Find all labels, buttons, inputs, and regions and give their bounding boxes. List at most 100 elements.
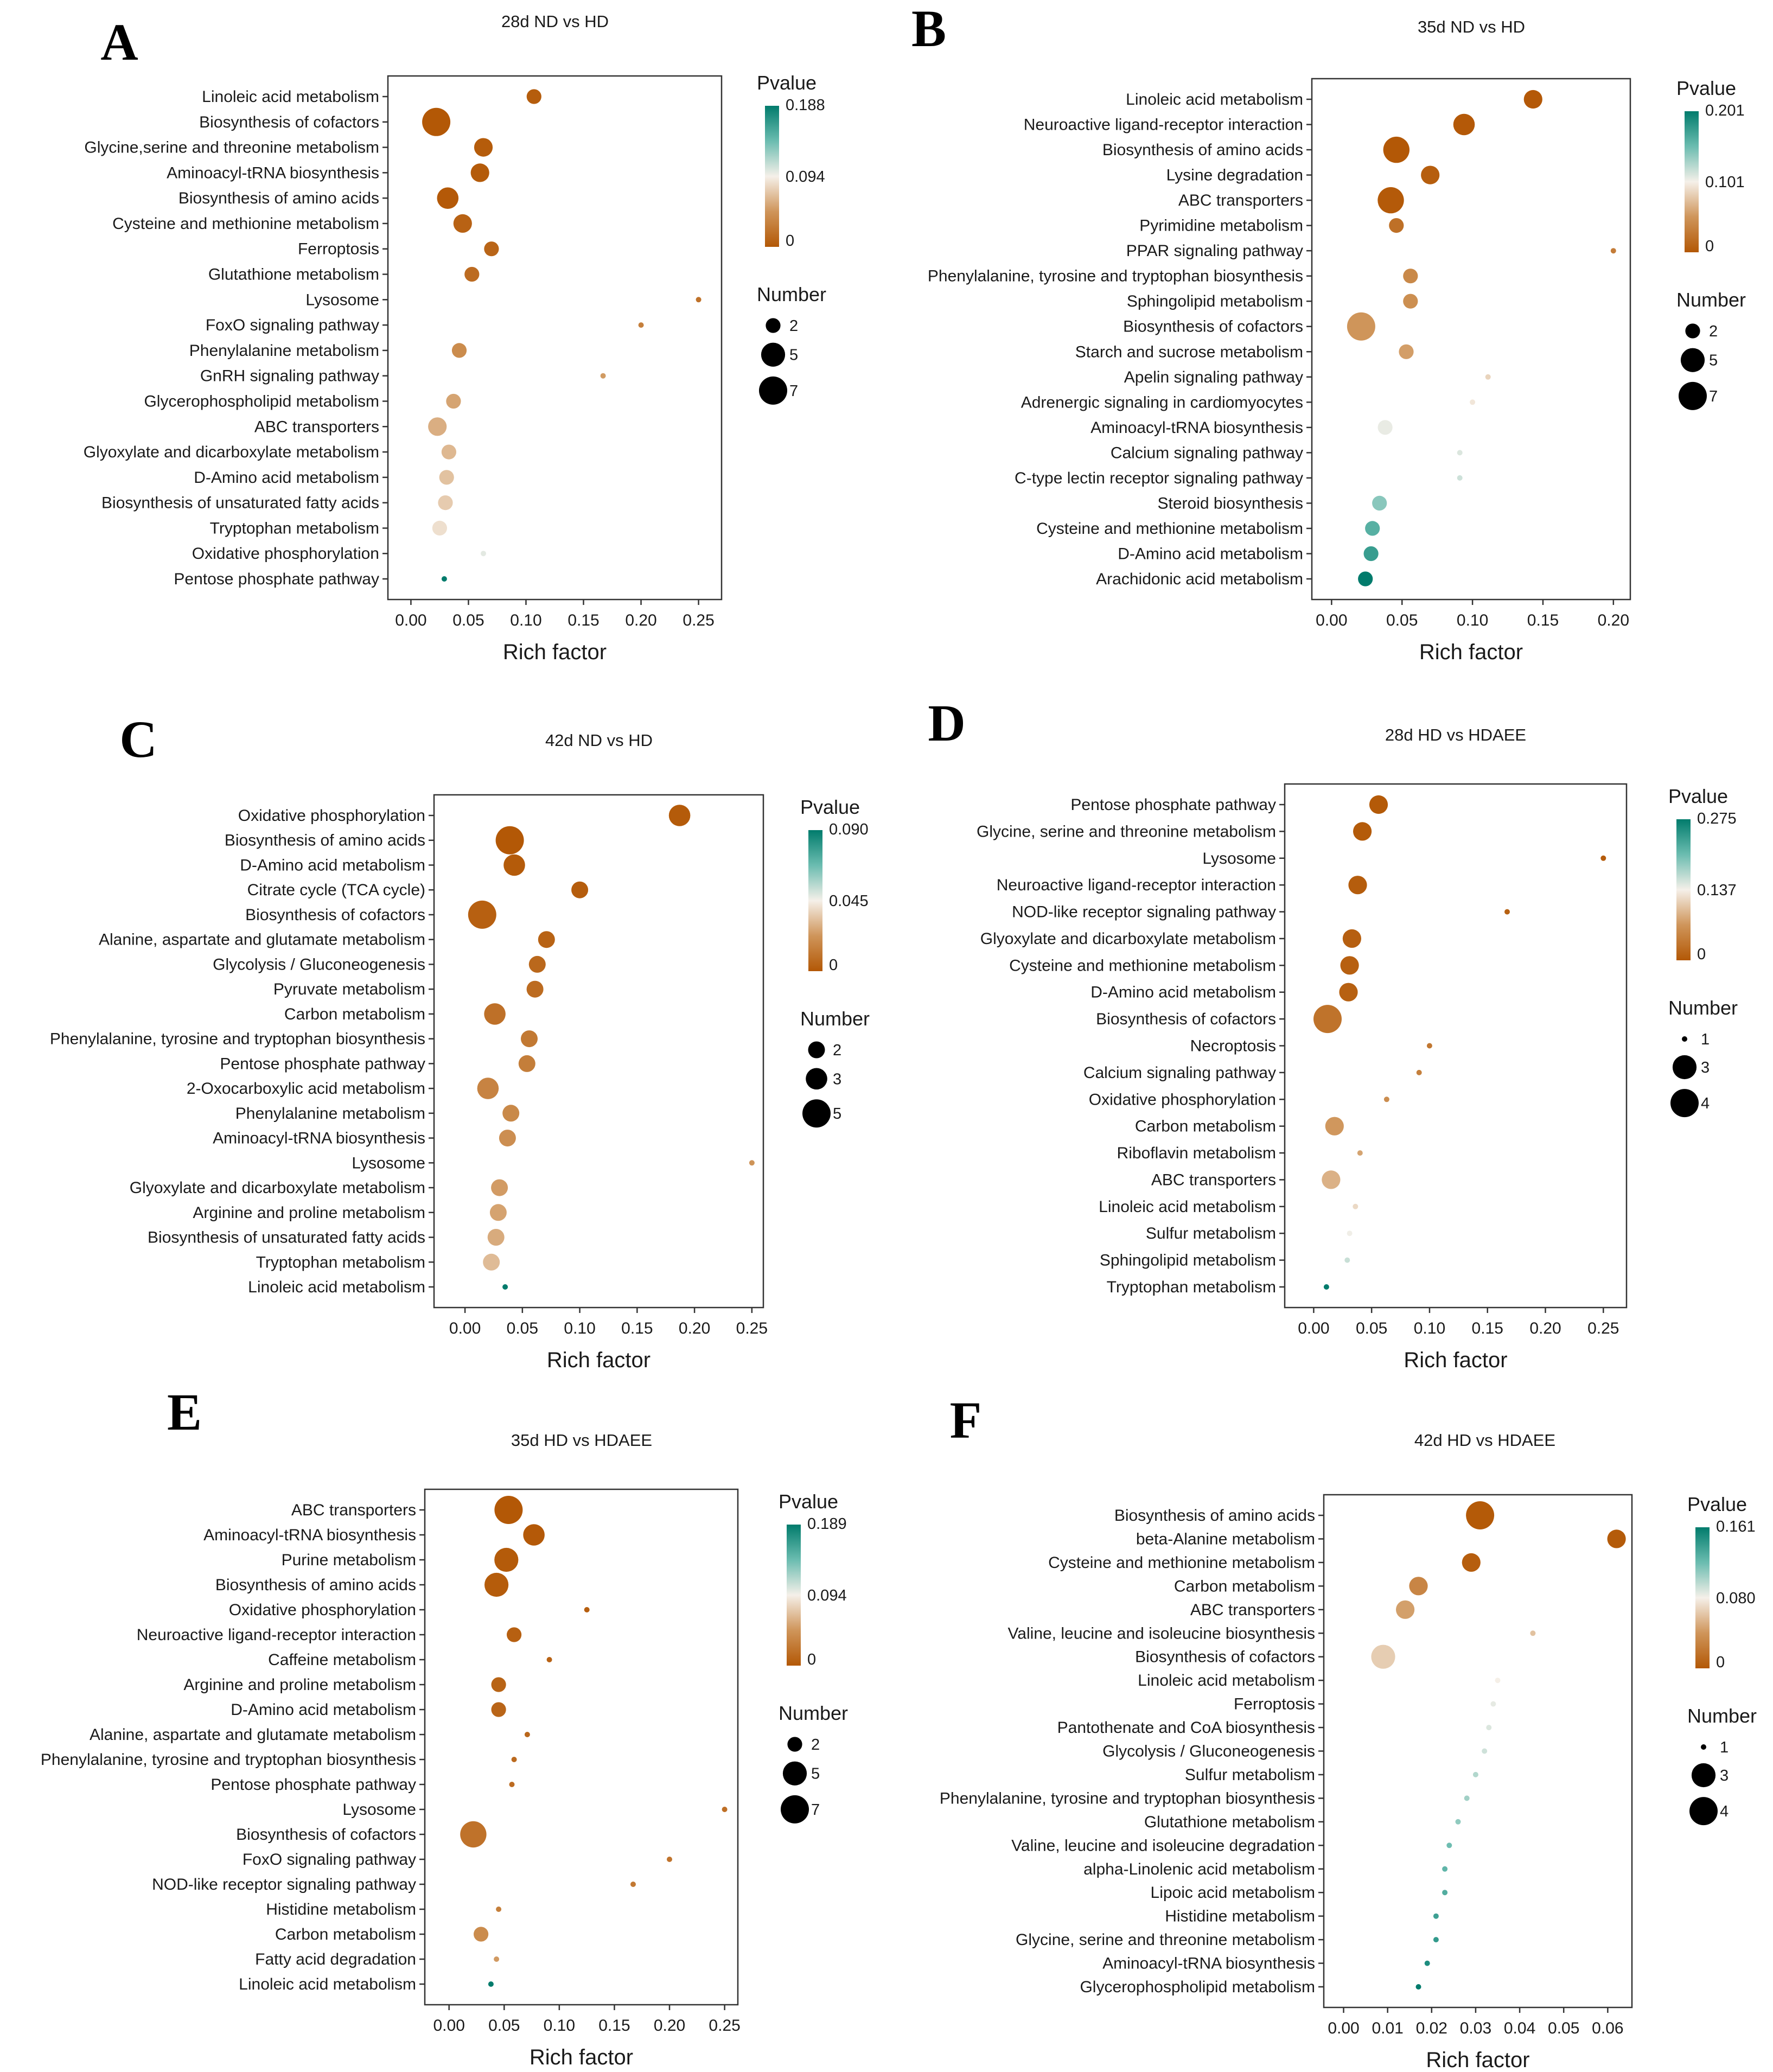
bubble-point [1600,855,1606,861]
bubble-point [1485,374,1491,380]
bubble-point [1457,475,1463,481]
bubble-point [507,1627,522,1642]
x-tick-label: 0.20 [1529,1319,1561,1337]
y-tick-label: Phenylalanine, tyrosine and tryptophan b… [940,1789,1315,1807]
y-tick-label: ABC transporters [291,1501,416,1519]
x-tick-label: 0.25 [683,611,714,629]
x-tick-label: 0.00 [1328,2019,1359,2037]
number-legend-dot [1691,1763,1716,1788]
panel-c-title: 42d ND vs HD [545,731,653,750]
pvalue-colorbar [787,1525,801,1666]
y-tick-label: Purine metabolism [282,1551,416,1569]
y-tick-label: Linoleic acid metabolism [1126,91,1303,109]
bubble-point [441,576,447,582]
bubble-point [1486,1725,1492,1731]
y-tick-label: Pentose phosphate pathway [1070,796,1276,814]
pvalue-legend-label: 0.080 [1716,1590,1756,1607]
y-tick-label: Neuroactive ligand-receptor interaction [997,876,1276,894]
bubble-point [489,1204,507,1221]
panel-e-pvalue-legend: Pvalue 0.189 0.094 0 [779,1490,847,1668]
y-tick-label: Pyrimidine metabolism [1139,217,1303,235]
panel-b: B 35d ND vs HD Linoleic acid metabolism Neu… [911,0,1746,664]
y-tick-label: Glycerophospholipid metabolism [1080,1978,1315,1996]
panel-e: E 35d HD vs HDAEE ABC transporters Aminoacy… [41,1383,848,2069]
bubble-point [491,1179,508,1196]
panel-f: F 42d HD vs HDAEE Biosynthesis of amino ac… [940,1391,1757,2072]
bubble-point [509,1782,515,1787]
y-tick-label: Biosynthesis of unsaturated fatty acids [101,494,379,512]
bubble-point [1363,546,1379,562]
bubble-point [668,805,691,826]
pvalue-legend-label: 0 [1697,946,1706,963]
bubble-point [503,854,525,876]
pvalue-colorbar [1676,819,1691,960]
panel-d: D 28d HD vs HDAEE Pentose phosphate pathwa… [928,694,1738,1372]
bubble-point [1347,312,1375,341]
y-tick-label: ABC transporters [1178,192,1303,209]
y-tick-label: Aminoacyl-tRNA biosynthesis [167,164,379,182]
y-tick-label: Aminoacyl-tRNA biosynthesis [203,1526,416,1544]
number-legend-label: 5 [833,1105,841,1123]
number-legend-dot [1670,1089,1699,1118]
y-tick-label: Valine, leucine and isoleucine biosynthe… [1008,1624,1315,1642]
y-tick-label: Lysine degradation [1166,167,1303,184]
bubble-point [667,1857,672,1862]
number-legend-dot [759,376,787,405]
bubble-point [1347,1231,1353,1236]
panel-c-letter: C [119,710,157,768]
y-tick-label: Sphingolipid metabolism [1100,1252,1276,1270]
y-tick-label: Phenylalanine, tyrosine and tryptophan b… [50,1030,425,1048]
bubble-point [1325,1117,1344,1136]
y-tick-label: ABC transporters [1151,1171,1276,1189]
bubble-point [1383,136,1410,163]
y-tick-label: Biosynthesis of amino acids [1102,141,1303,159]
y-tick-label: Pyruvate metabolism [273,980,425,998]
pvalue-colorbar [765,106,779,247]
number-legend-label: 1 [1701,1031,1710,1048]
bubble-point [428,417,447,436]
bubble-point [1403,269,1418,284]
number-legend-label: 1 [1720,1739,1729,1756]
bubble-point [1342,929,1361,948]
number-legend-label: 3 [833,1070,841,1088]
y-tick-label: Histidine metabolism [1165,1908,1315,1926]
number-legend-title: Number [1668,997,1738,1019]
panel-f-plot-frame [1323,1494,1633,2009]
bubble-point [1415,1984,1421,1990]
panel-b-pvalue-legend: Pvalue 0.201 0.101 0 [1676,77,1745,255]
y-tick-label: NOD-like receptor signaling pathway [1012,903,1276,921]
bubble-point [1457,450,1463,456]
pvalue-legend-label: 0.275 [1697,810,1737,827]
bubble-point [491,1677,506,1692]
panel-e-plot-frame [424,1488,739,2006]
number-legend-label: 4 [1720,1803,1729,1820]
bubble-point [432,520,448,536]
pvalue-legend-label: 0.189 [807,1515,847,1533]
bubble-point [1442,1866,1448,1872]
number-legend-title: Number [757,283,826,305]
panel-c: C 42d ND vs HD Oxidative phosphorylation Bi… [50,710,870,1372]
y-tick-label: Glycine, serine and threonine metabolism [1016,1931,1315,1949]
pvalue-legend-label: 0 [829,957,838,974]
pvalue-legend-label: 0.094 [807,1587,847,1604]
y-tick-label: Linoleic acid metabolism [239,1975,416,1993]
panel-a-plot-frame [387,75,723,601]
bubble-point [546,1657,552,1662]
pvalue-legend-label: 0.094 [786,168,825,186]
pvalue-legend-label: 0.161 [1716,1518,1756,1535]
y-tick-label: Calcium signaling pathway [1111,444,1303,462]
x-tick-label: 0.06 [1592,2019,1623,2037]
pvalue-legend-label: 0.188 [786,97,825,114]
x-tick-label: 0.05 [1356,1319,1387,1337]
bubble-point [1371,1644,1395,1669]
number-legend-label: 2 [789,317,798,335]
panel-b-number-legend: Number 2 5 7 [1676,289,1746,410]
bubble-point [484,241,499,257]
bubble-point [511,1757,517,1762]
x-tick-label: 0.20 [654,2017,685,2035]
y-tick-label: Phenylalanine metabolism [235,1105,425,1123]
y-tick-label: Aminoacyl-tRNA biosynthesis [1102,1955,1315,1973]
number-legend-dot [1682,1036,1687,1042]
bubble-point [1453,113,1475,136]
y-tick-label: Glutathione metabolism [208,266,379,284]
